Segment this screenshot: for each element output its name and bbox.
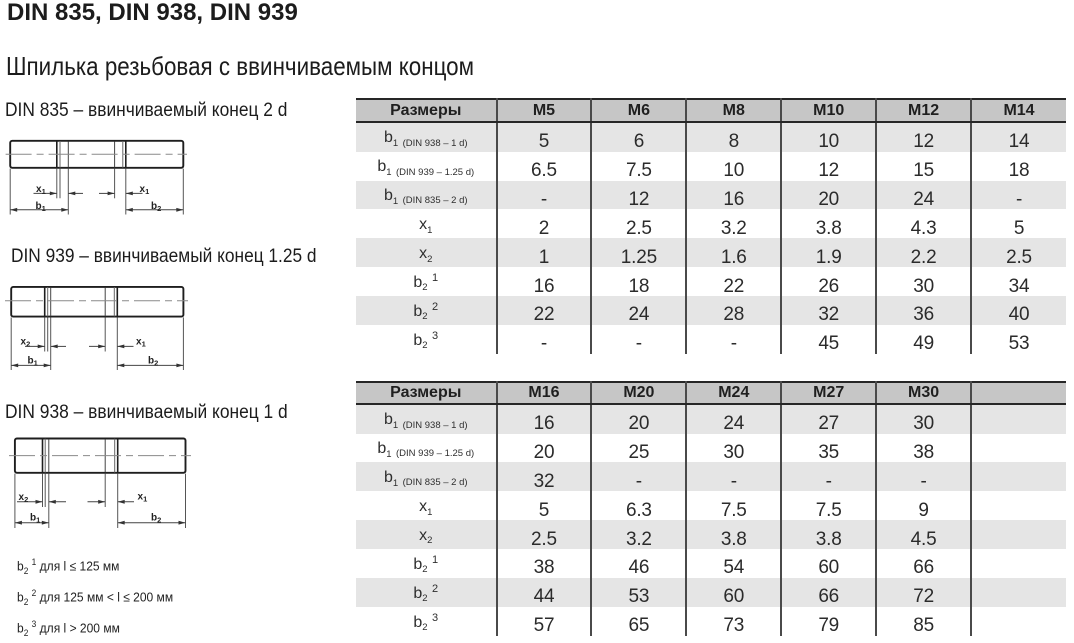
svg-text:x1: x1 [36,184,46,196]
svg-text:x1: x1 [140,184,150,196]
svg-text:x2: x2 [19,492,29,504]
svg-text:b2: b2 [151,512,161,524]
svg-text:b1: b1 [28,355,38,367]
svg-text:x1: x1 [138,492,148,504]
svg-text:b2: b2 [148,355,158,367]
svg-text:x2: x2 [21,336,31,348]
svg-text:b2: b2 [151,201,161,213]
svg-text:x1: x1 [136,336,146,348]
svg-text:b1: b1 [30,512,40,524]
svg-text:b1: b1 [36,201,46,213]
